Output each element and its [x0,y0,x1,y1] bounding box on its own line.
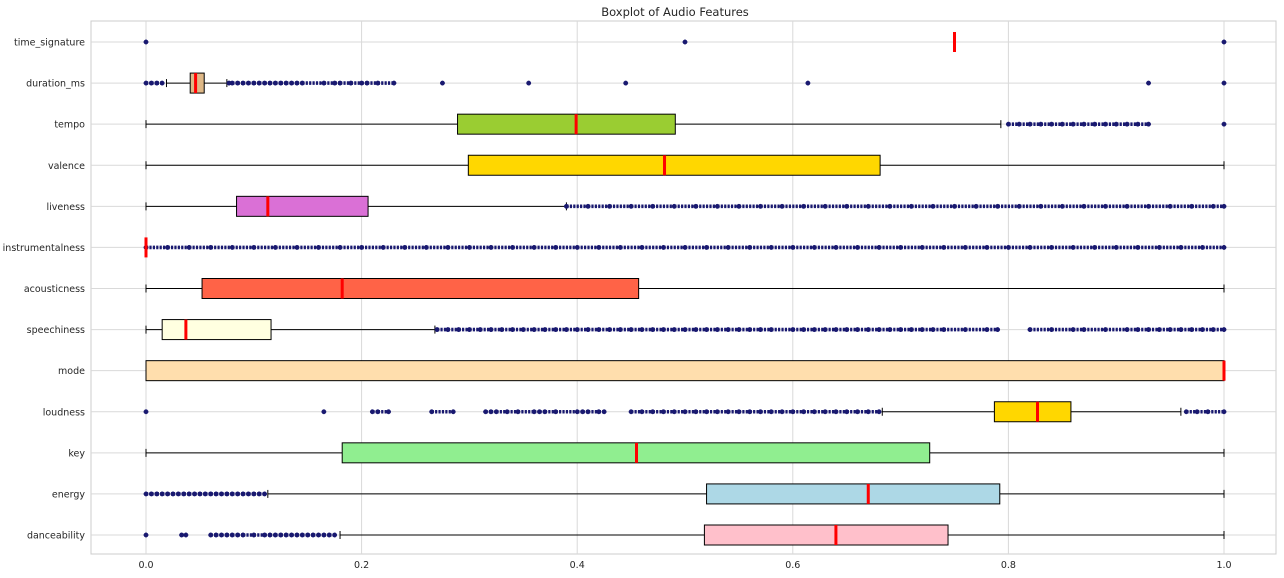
box-series [143,32,1227,546]
outlier-point [623,80,629,86]
box-iqr [189,72,205,94]
outlier-point [440,80,445,86]
box-iqr [145,360,1225,382]
box-iqr [236,195,369,217]
box-loudness [143,401,1227,423]
box-iqr [703,524,949,546]
outlier-point [321,409,327,415]
box-instrumentalness [143,237,1227,258]
y-tick-label: speechiness [27,325,85,336]
box-iqr [457,113,676,135]
box-key [145,442,1225,464]
outlier-point [143,409,149,415]
box-mode [145,360,1226,382]
box-iqr [161,319,272,341]
box-tempo [145,113,1227,135]
box-valence [145,154,1225,176]
x-tick-label: 0.6 [785,560,800,571]
box-time_signature [143,32,1227,52]
box-iqr [706,483,1001,505]
y-tick-label: liveness [46,202,85,213]
box-iqr [201,278,640,299]
y-tick-label: mode [58,366,85,377]
box-danceability [143,524,1225,546]
box-speechiness [145,319,1227,341]
y-tick-label: tempo [54,120,85,131]
y-tick-label: acousticness [24,284,85,295]
y-tick-labels: danceability energy key loudness mode speechi… [3,38,86,542]
y-tick-label: danceability [27,531,85,542]
x-tick-label: 0.8 [1001,560,1016,571]
box-duration_ms [143,72,1227,94]
box-energy [143,483,1225,505]
chart-title: Boxplot of Audio Features [601,5,749,19]
x-tick-label: 0.4 [570,560,585,571]
y-tick-label: duration_ms [26,79,85,90]
outlier-point [1221,80,1227,86]
x-tick-label: 1.0 [1216,560,1231,571]
y-tick-label: time_signature [14,38,85,49]
outlier-point [526,80,532,86]
outlier-point [143,39,149,45]
outlier-point [682,39,688,45]
box-iqr [467,154,881,176]
outlier-point [1221,121,1227,127]
box-acousticness [145,278,1225,299]
y-tick-label: instrumentalness [3,243,85,254]
y-tick-label: key [68,448,85,459]
box-iqr [993,401,1072,423]
outlier-point [1146,80,1151,86]
outlier-point [1221,39,1227,45]
y-tick-label: valence [48,161,85,172]
outlier-point [805,80,811,86]
x-tick-labels: 0.0 0.2 0.4 0.6 0.8 1.0 [138,560,1231,571]
y-tick-label: loudness [43,407,85,418]
y-tick-label: energy [52,489,85,500]
x-tick-label: 0.2 [354,560,369,571]
x-tick-label: 0.0 [138,560,153,571]
outlier-point [143,532,149,538]
box-liveness [145,195,1227,217]
